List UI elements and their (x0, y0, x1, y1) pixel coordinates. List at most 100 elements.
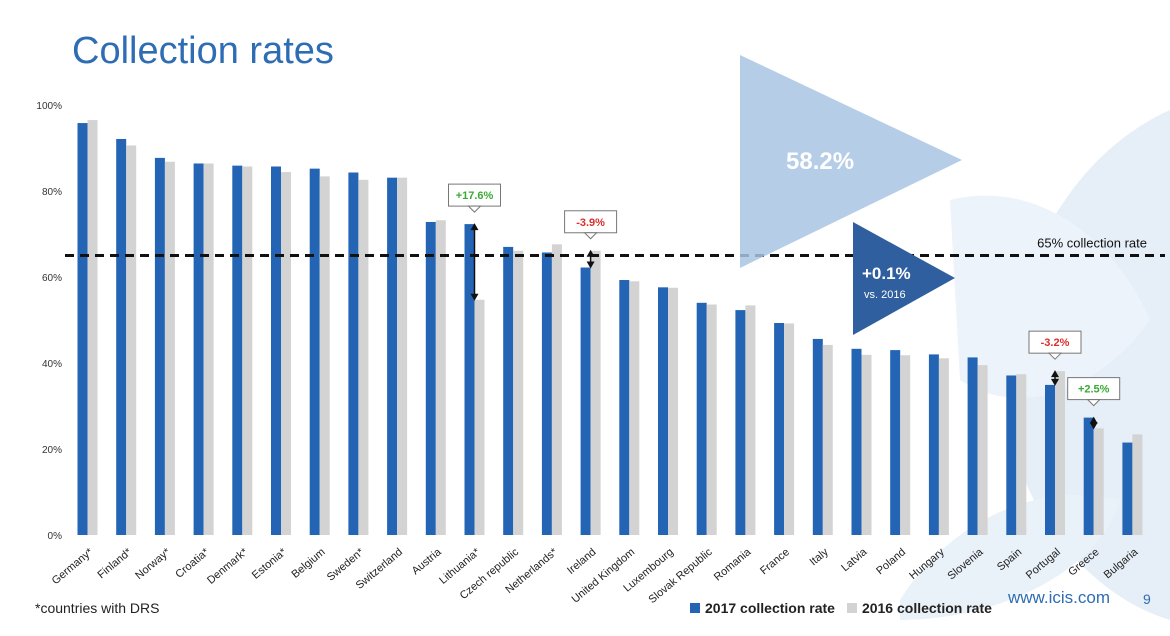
bar-2016 (513, 250, 524, 535)
y-tick-label: 20% (42, 445, 62, 456)
bar-2016 (474, 299, 485, 535)
bar-2017 (541, 252, 552, 536)
x-tick-label: Denmark* (205, 546, 251, 587)
legend-item-2016: 2016 collection rate (846, 600, 992, 616)
bar-2017 (928, 354, 939, 535)
bar-2016 (435, 220, 446, 536)
bar-2017 (967, 357, 978, 535)
x-tick-label: Italy (808, 546, 832, 568)
bar-2017 (1045, 384, 1055, 535)
legend-swatch-2017 (690, 603, 700, 613)
bar-2017 (232, 165, 243, 535)
bar-2016 (1093, 428, 1104, 535)
x-tick-label: France (758, 546, 792, 577)
threshold-label: 65% collection rate (1037, 236, 1147, 251)
y-tick-label: 40% (42, 359, 62, 370)
footnote: *countries with DRS (35, 600, 160, 616)
annotation-label: +17.6% (456, 190, 494, 202)
x-tick-label: Austria (410, 546, 445, 578)
bar-2016 (745, 305, 756, 535)
bar-2016 (900, 355, 911, 535)
y-tick-label: 80% (42, 187, 62, 198)
y-tick-label: 60% (42, 273, 62, 284)
callout-triangle-large (740, 55, 962, 268)
bar-2016 (164, 161, 175, 535)
x-tick-label: Belgium (289, 546, 327, 581)
bar-2017 (890, 350, 901, 535)
callout-value-small: +0.1% (862, 264, 911, 283)
bar-2016 (397, 177, 408, 536)
bar-2017 (1122, 442, 1133, 535)
bar-2016 (861, 354, 872, 535)
bar-2017 (348, 172, 359, 535)
bar-2017 (271, 166, 281, 536)
bar-2016 (784, 323, 795, 535)
legend-label-2016: 2016 collection rate (861, 600, 992, 616)
callout-subtext-small: vs. 2016 (864, 289, 906, 301)
annotation-pointer (1086, 399, 1101, 407)
arrow-head (470, 223, 479, 231)
bar-2017 (464, 224, 475, 536)
x-tick-label: Finland* (95, 546, 134, 582)
bar-2017 (116, 138, 127, 535)
annotation-pointer (1047, 352, 1063, 360)
bar-2017 (77, 123, 88, 535)
x-tick-label: Germany* (50, 546, 96, 587)
bar-2016 (977, 365, 988, 535)
x-tick-label: Estonia* (250, 546, 290, 582)
bar-2017 (658, 287, 668, 535)
bar-2016 (281, 172, 291, 535)
bar-2016 (1016, 374, 1027, 535)
bar-2017 (774, 323, 785, 535)
arrow-head (1089, 422, 1098, 430)
bar-2017 (154, 157, 165, 535)
bar-2016 (242, 166, 253, 536)
bar-2017 (812, 338, 823, 535)
bar-2016 (551, 244, 562, 535)
x-tick-label: Norway* (133, 546, 173, 582)
bar-2016 (590, 250, 601, 535)
bar-2017 (193, 163, 204, 536)
arrow-head (586, 249, 595, 257)
bar-2016 (203, 163, 214, 536)
callout-triangle-small (853, 222, 955, 335)
bar-2016 (1132, 434, 1143, 535)
bar-2017 (309, 168, 320, 535)
bar-2017 (1006, 375, 1017, 535)
website-link[interactable]: www.icis.com (1008, 588, 1111, 607)
annotation-pointer (583, 232, 598, 240)
x-tick-label: Poland (874, 546, 908, 577)
annotation-label: +2.5% (1078, 384, 1110, 396)
annotation-pointer (467, 205, 482, 213)
bar-2016 (706, 304, 717, 535)
decor-shape (950, 195, 1150, 398)
bar-2016 (319, 176, 330, 535)
bar-2017 (425, 221, 436, 535)
callout-value-large: 58.2% (786, 148, 854, 175)
bar-2016 (629, 281, 640, 535)
annotation-label: -3.2% (1041, 337, 1070, 349)
bar-2016 (126, 145, 137, 536)
x-tick-label: Ireland (565, 546, 598, 577)
bar-2017 (696, 302, 707, 535)
bar-2016 (822, 344, 833, 535)
bar-2017 (503, 246, 514, 535)
legend-swatch-2016 (846, 603, 857, 613)
legend-label-2017: 2017 collection rate (705, 600, 835, 616)
bar-2016 (358, 179, 369, 535)
bar-2017 (851, 348, 862, 535)
annotation-label: -3.9% (576, 217, 605, 229)
bar-2016 (1055, 371, 1065, 535)
bar-2017 (580, 267, 591, 535)
bar-2017 (619, 280, 630, 535)
x-tick-label: Latvia (839, 546, 870, 575)
bar-2016 (938, 358, 949, 535)
bar-2016 (668, 287, 678, 535)
arrow-head (1051, 378, 1059, 386)
bar-2016 (87, 120, 98, 536)
y-tick-label: 0% (48, 531, 63, 542)
arrow-head (1089, 416, 1098, 424)
y-tick-label: 100% (36, 101, 62, 112)
bar-2017 (735, 310, 746, 535)
